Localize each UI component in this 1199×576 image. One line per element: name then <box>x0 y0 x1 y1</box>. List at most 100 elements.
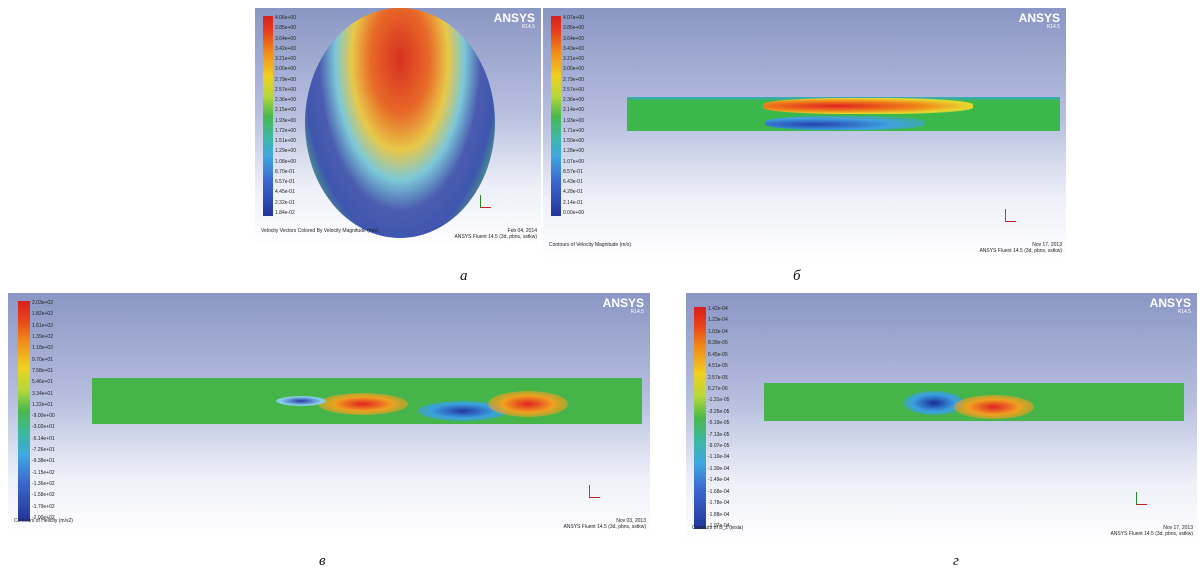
colorbar-label: 4.28e-01 <box>563 190 583 195</box>
colorbar-label: 3.43e+00 <box>563 47 584 52</box>
colorbar-label: 3.85e+00 <box>275 26 296 31</box>
colorbar-label: -1.36e+02 <box>32 482 55 487</box>
colorbar-label: 3.00e+00 <box>563 67 584 72</box>
colorbar-label: -3.25e-05 <box>708 410 729 415</box>
colorbar-label: 1.82e+02 <box>32 312 53 317</box>
colorbar-label: 2.36e+00 <box>275 98 296 103</box>
colorbar-label: 4.07e+00 <box>563 16 584 21</box>
colorbar-label: 1.29e+00 <box>275 149 296 154</box>
colorbar-label: 9.70e+01 <box>32 358 53 363</box>
colorbar-label: -1.88e-04 <box>708 513 729 518</box>
colorbar <box>694 307 706 529</box>
colorbar-label: 1.50e+00 <box>563 139 584 144</box>
colorbar-label: 1.39e+02 <box>32 335 53 340</box>
colorbar-label: 6.43e-01 <box>563 180 583 185</box>
caption: Velocity Vectors Colored By Velocity Mag… <box>261 228 379 234</box>
logo-text: ANSYS <box>1019 12 1060 24</box>
figure: {"panels": [ {"label": "а", "logo": "ANS… <box>0 0 1199 576</box>
colorbar-label: 2.79e+00 <box>275 78 296 83</box>
colorbar-label: -1.79e+02 <box>32 505 55 510</box>
colorbar-label: 1.18e+02 <box>32 346 53 351</box>
colorbar-label: -7.13e-05 <box>708 433 729 438</box>
colorbar-label: 1.23e-04 <box>708 318 728 323</box>
flow-field <box>763 98 973 114</box>
colorbar-label: 1.42e-04 <box>708 307 728 312</box>
axis-triad <box>589 485 600 498</box>
colorbar-label: 4.45e-01 <box>275 190 295 195</box>
software-version: ANSYS Fluent 14.5 (3d, pbns, sstkw) <box>1110 531 1193 537</box>
caption: Contours of Helicity (m/s2) <box>14 518 73 524</box>
axis-triad <box>1136 492 1147 505</box>
colorbar-label: 1.84e-02 <box>275 211 295 216</box>
colorbar-label: 1.93e+00 <box>275 119 296 124</box>
colorbar-label: -5.14e+01 <box>32 437 55 442</box>
colorbar-label: 4.06e+00 <box>275 16 296 21</box>
flow-field <box>954 395 1034 419</box>
panel-label: в <box>319 553 326 570</box>
colorbar-label: 8.38e-05 <box>708 341 728 346</box>
colorbar-label: -1.31e-05 <box>708 398 729 403</box>
colorbar-label: -1.78e-04 <box>708 501 729 506</box>
colorbar-label: 3.64e+00 <box>275 37 296 42</box>
logo-text: ANSYS <box>603 297 644 309</box>
logo-text: ANSYS <box>494 12 535 24</box>
colorbar-label: 1.03e-04 <box>708 330 728 335</box>
colorbar-label: 1.08e+00 <box>275 160 296 165</box>
colorbar-label: 2.03e+02 <box>32 301 53 306</box>
axis-triad <box>1005 209 1016 222</box>
colorbar <box>18 301 30 521</box>
colorbar-label: 2.57e+00 <box>275 88 296 93</box>
colorbar <box>551 16 561 216</box>
colorbar-label: -9.07e-05 <box>708 444 729 449</box>
colorbar-label: 2.57e+00 <box>563 88 584 93</box>
colorbar-label: 2.36e+00 <box>563 98 584 103</box>
flow-field <box>276 396 326 406</box>
flow-field <box>488 391 568 417</box>
colorbar-label: 3.00e+00 <box>275 67 296 72</box>
colorbar-label: -9.38e+01 <box>32 459 55 464</box>
colorbar <box>263 16 273 216</box>
colorbar-label: -1.68e-04 <box>708 490 729 495</box>
meta-info: Nov 17, 2013ANSYS Fluent 14.5 (3d, pbns,… <box>979 242 1062 254</box>
colorbar-label: 1.22e+01 <box>32 403 53 408</box>
software-version: ANSYS Fluent 14.5 (3d, pbns, sstkw) <box>454 234 537 240</box>
colorbar-label: 1.72e+00 <box>275 129 296 134</box>
colorbar-label: 1.93e+00 <box>563 119 584 124</box>
panel-label: г <box>953 553 959 570</box>
colorbar-label: -9.00e+00 <box>32 414 55 419</box>
colorbar-label: 3.34e+01 <box>32 392 53 397</box>
colorbar-label: -1.58e+02 <box>32 493 55 498</box>
colorbar-label: 2.79e+00 <box>563 78 584 83</box>
colorbar-label: 6.57e-01 <box>275 180 295 185</box>
colorbar-label: 1.61e+02 <box>32 324 53 329</box>
cfd-panel: 2.03e+02 1.82e+02 1.61e+02 1.39e+02 1.18e+02… <box>8 293 650 538</box>
colorbar-label: -1.15e+02 <box>32 471 55 476</box>
colorbar-label: 2.14e-01 <box>563 201 583 206</box>
colorbar-label: 1.71e+00 <box>563 129 584 134</box>
colorbar-label: 1.07e+00 <box>563 160 584 165</box>
colorbar-label: 3.21e+00 <box>563 57 584 62</box>
flow-field <box>305 8 495 238</box>
flow-field <box>765 116 925 130</box>
colorbar-label: -5.19e-05 <box>708 421 729 426</box>
panel-label: б <box>793 268 801 285</box>
colorbar-label: 7.58e+01 <box>32 369 53 374</box>
colorbar-label: 8.57e-01 <box>563 170 583 175</box>
flow-field <box>318 393 408 415</box>
colorbar-label: -7.26e+01 <box>32 448 55 453</box>
caption: Contours of B_z (tesla) <box>692 525 743 531</box>
colorbar-label: 2.15e+00 <box>275 108 296 113</box>
colorbar-label: 3.64e+00 <box>563 37 584 42</box>
colorbar-label: 2.14e+00 <box>563 108 584 113</box>
colorbar-label: 3.21e+00 <box>275 57 296 62</box>
colorbar-label: 4.51e-05 <box>708 364 728 369</box>
colorbar-label: 8.70e-01 <box>275 170 295 175</box>
colorbar-label: -1.49e-04 <box>708 478 729 483</box>
